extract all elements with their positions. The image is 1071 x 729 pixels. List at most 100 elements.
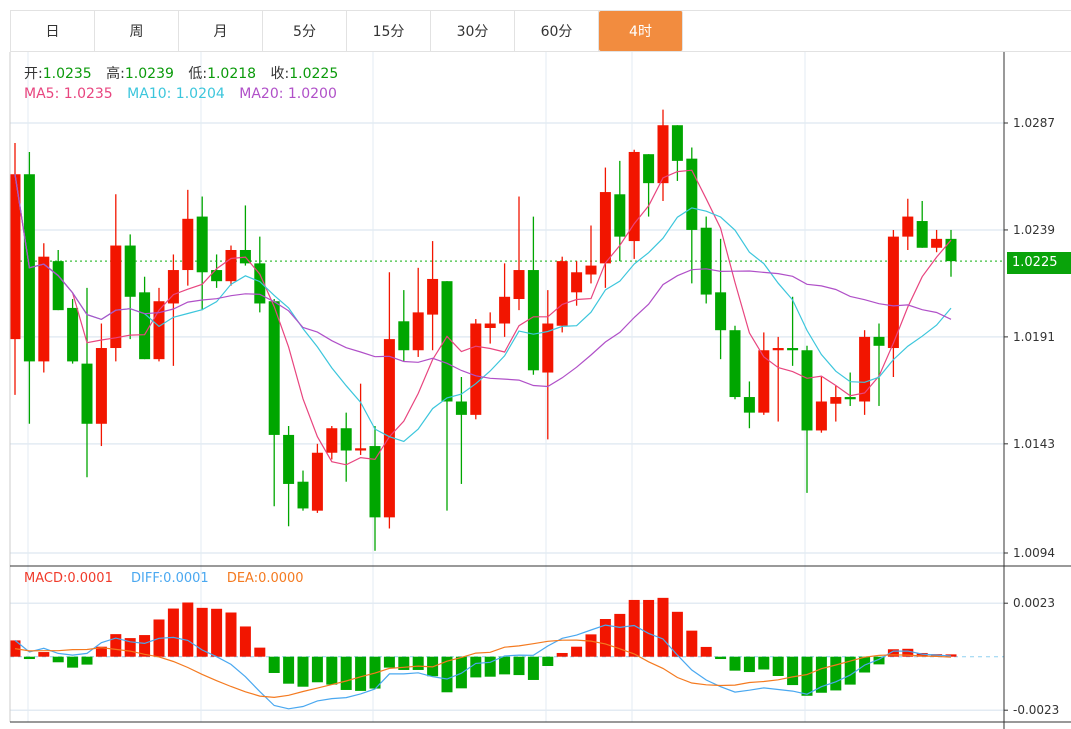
candle-body: [38, 256, 50, 362]
candle-body: [902, 216, 914, 237]
tab-week[interactable]: 周: [95, 11, 179, 51]
macd-bar: [513, 656, 525, 676]
candle-body: [81, 363, 93, 424]
price-tick-label: 1.0094: [1013, 546, 1055, 560]
candle: [772, 336, 784, 422]
ma-lines: [14, 169, 952, 466]
tab-month[interactable]: 月: [179, 11, 263, 51]
candle: [815, 376, 827, 433]
price-tick-label: 1.0287: [1013, 116, 1055, 130]
candle: [52, 249, 64, 311]
candle-body: [196, 216, 208, 273]
candle: [787, 296, 799, 366]
macd-bar: [9, 640, 21, 657]
candle: [81, 287, 93, 478]
macd-bar: [772, 656, 784, 677]
candles: [9, 109, 957, 551]
candle: [340, 412, 352, 482]
candle: [124, 234, 136, 340]
candle: [211, 254, 223, 288]
macd-bar: [657, 597, 669, 657]
close-label: 收:: [270, 66, 290, 82]
macd-bar: [239, 626, 251, 657]
price-tick-label: 1.0143: [1013, 437, 1055, 451]
macd-label: MACD:: [24, 571, 68, 586]
candle: [599, 167, 611, 288]
candle: [657, 109, 669, 201]
tab-5min[interactable]: 5分: [263, 11, 347, 51]
candle: [95, 323, 107, 447]
macd-bar: [887, 649, 899, 657]
candle-body: [859, 336, 871, 402]
candle: [283, 426, 295, 527]
macd-bar: [297, 656, 309, 687]
candle: [412, 267, 424, 357]
candle-body: [340, 428, 352, 451]
candle: [268, 299, 280, 507]
candle-body: [441, 281, 453, 402]
candle-body: [729, 330, 741, 398]
macd-bar: [614, 613, 626, 657]
candle: [729, 325, 741, 400]
macd-bar: [556, 652, 568, 657]
candle: [686, 147, 698, 284]
tab-4hour[interactable]: 4时: [599, 11, 683, 51]
candle-body: [355, 448, 367, 451]
candle: [830, 385, 842, 422]
tab-60min[interactable]: 60分: [515, 11, 599, 51]
ma20-value: MA20: 1.0200: [239, 86, 337, 102]
macd-bar: [254, 647, 266, 657]
macd-bar: [167, 608, 179, 657]
candle-body: [182, 218, 194, 271]
macd-bar: [585, 634, 597, 657]
candle-body: [556, 261, 568, 326]
macd-tick-label: -0.0023: [1013, 703, 1059, 717]
macd-bar: [830, 656, 842, 691]
candle-body: [455, 401, 467, 415]
candle: [859, 330, 871, 415]
candle: [801, 345, 813, 493]
candle: [470, 319, 482, 420]
candle-body: [211, 270, 223, 282]
macd-bar: [355, 656, 367, 691]
candle: [643, 154, 655, 217]
candle-body: [686, 158, 698, 230]
candle: [67, 299, 79, 364]
candle-body: [643, 154, 655, 184]
candle-body: [52, 261, 64, 311]
tab-15min[interactable]: 15分: [347, 11, 431, 51]
candle-body: [139, 292, 151, 360]
candle-body: [412, 312, 424, 351]
macd-bar: [81, 656, 93, 665]
macd-bar: [268, 656, 280, 673]
candle-body: [700, 227, 712, 295]
dea-label: DEA:: [226, 571, 259, 586]
candle: [671, 125, 683, 181]
macd-tick-label: 0.0023: [1013, 596, 1055, 610]
candle-body: [815, 401, 827, 431]
candle-body: [772, 348, 784, 351]
candle: [38, 243, 50, 373]
candle-body: [167, 270, 179, 304]
macd-bar: [124, 638, 136, 657]
close-value: 1.0225: [289, 66, 339, 82]
candle-body: [801, 350, 813, 431]
candle: [571, 261, 583, 306]
tab-day[interactable]: 日: [11, 11, 95, 51]
candle-body: [254, 263, 266, 304]
candle: [945, 229, 957, 277]
tab-30min[interactable]: 30分: [431, 11, 515, 51]
macd-bar: [441, 656, 453, 693]
candle: [311, 443, 323, 513]
macd-bar: [787, 656, 799, 686]
candle-body: [585, 265, 597, 275]
candle: [441, 281, 453, 511]
macd-bar: [542, 656, 554, 667]
macd-bar: [729, 656, 741, 671]
candle: [398, 290, 410, 362]
candle-body: [225, 249, 237, 282]
macd-bar: [758, 656, 770, 670]
macd-bar: [815, 656, 827, 693]
macd-bar: [67, 656, 79, 668]
